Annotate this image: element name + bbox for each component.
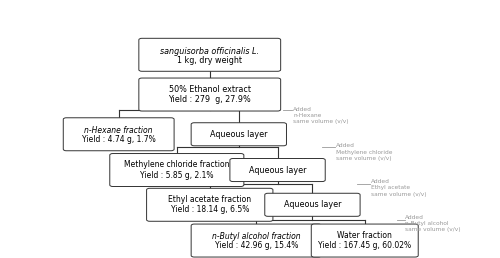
Text: Added
Ethyl acetate
same volume (v/v): Added Ethyl acetate same volume (v/v) <box>370 179 426 197</box>
Text: Methylene chloride fraction
Yield : 5.85 g, 2.1%: Methylene chloride fraction Yield : 5.85… <box>124 160 230 180</box>
FancyBboxPatch shape <box>110 154 244 187</box>
Text: Aqueous layer: Aqueous layer <box>284 200 341 209</box>
Text: n-Butyl alcohol fraction: n-Butyl alcohol fraction <box>212 232 300 241</box>
FancyBboxPatch shape <box>191 224 322 257</box>
Text: Yield : 42.96 g, 15.4%: Yield : 42.96 g, 15.4% <box>214 241 298 250</box>
Text: Aqueous layer: Aqueous layer <box>249 166 306 174</box>
Text: sanguisorba officinalis L.: sanguisorba officinalis L. <box>160 47 259 55</box>
Text: Ethyl acetate fraction
Yield : 18.14 g, 6.5%: Ethyl acetate fraction Yield : 18.14 g, … <box>168 195 252 214</box>
FancyBboxPatch shape <box>230 158 325 182</box>
Text: Added
Methylene chloride
same volume (v/v): Added Methylene chloride same volume (v/… <box>336 143 392 161</box>
Text: 50% Ethanol extract
Yield : 279  g, 27.9%: 50% Ethanol extract Yield : 279 g, 27.9% <box>168 85 251 104</box>
FancyBboxPatch shape <box>139 38 280 71</box>
FancyBboxPatch shape <box>312 224 418 257</box>
FancyBboxPatch shape <box>139 78 280 111</box>
Text: n-Hexane fraction: n-Hexane fraction <box>84 126 153 135</box>
Text: Added
n-Butyl alcohol
same volume (v/v): Added n-Butyl alcohol same volume (v/v) <box>406 215 461 232</box>
Text: Water fraction
Yield : 167.45 g, 60.02%: Water fraction Yield : 167.45 g, 60.02% <box>318 231 412 250</box>
Text: Aqueous layer: Aqueous layer <box>210 130 268 139</box>
Text: 1 kg, dry weight: 1 kg, dry weight <box>177 55 242 64</box>
FancyBboxPatch shape <box>146 188 273 221</box>
FancyBboxPatch shape <box>64 118 174 151</box>
Text: Yield : 4.74 g, 1.7%: Yield : 4.74 g, 1.7% <box>82 135 156 144</box>
FancyBboxPatch shape <box>265 193 360 216</box>
FancyBboxPatch shape <box>191 123 286 146</box>
Text: Added
n-Hexane
same volume (v/v): Added n-Hexane same volume (v/v) <box>293 107 348 124</box>
